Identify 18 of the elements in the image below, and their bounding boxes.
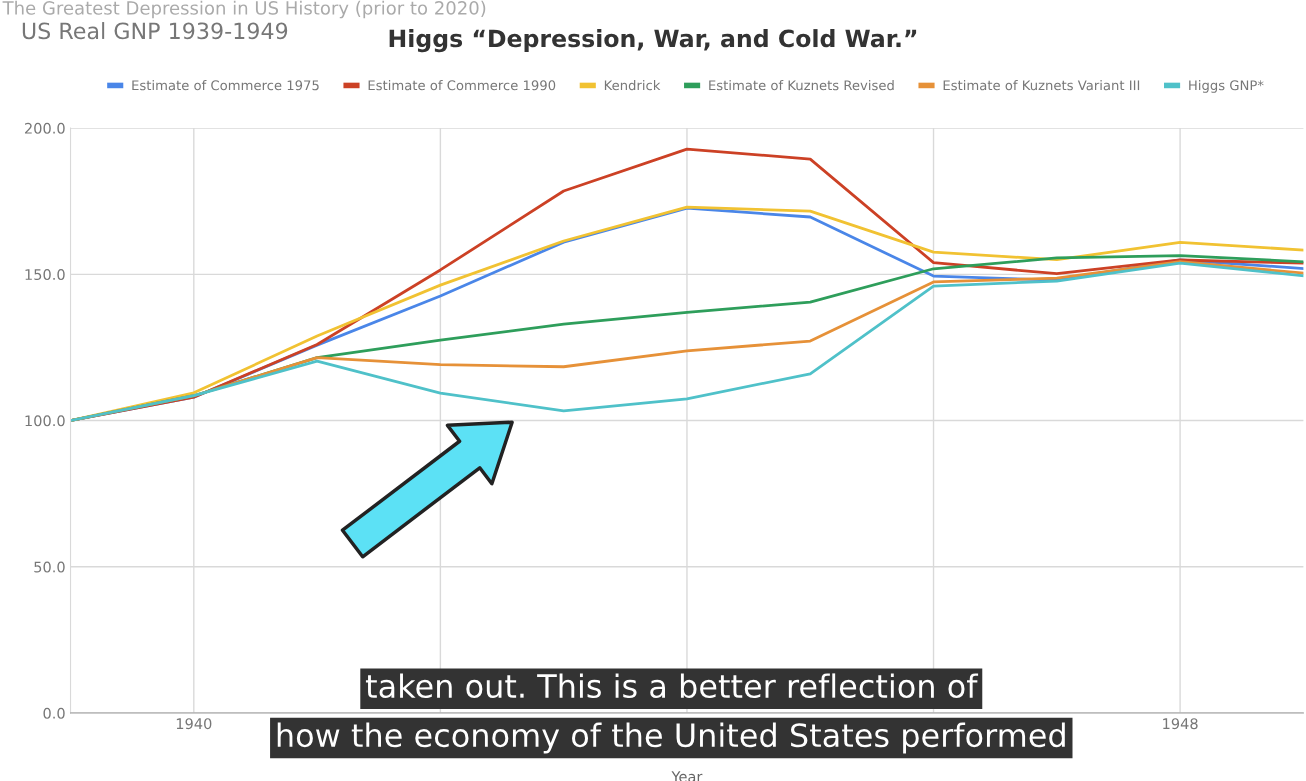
y-tick-label: 100.0 (25, 415, 65, 427)
y-tick-label: 0.0 (43, 707, 65, 719)
y-tick-label: 150.0 (25, 269, 65, 281)
annotation: taken out. This is a better reflection of (365, 673, 979, 699)
legend-label: Kendrick (604, 80, 661, 91)
x-tick-label: 1948 (1163, 718, 1198, 730)
x-tick-label: 1940 (176, 718, 212, 730)
legend-label: Estimate of Commerce 1975 (132, 80, 319, 91)
chart-title: US Real GNP 1939-1949 (22, 22, 288, 40)
text: how the economy of the United States performed (277, 722, 1065, 754)
legend-label: Estimate of Kuznets Revised (709, 80, 894, 91)
legend-label: Higgs GNP* (1189, 80, 1264, 93)
legend-label: Estimate of Kuznets Variant III (943, 80, 1140, 91)
legend-label: Estimate of Commerce 1990 (368, 80, 556, 91)
text: The Greatest Depression in US History (prior to 2020) (2, 0, 486, 19)
y-tick-label: 200.0 (24, 122, 65, 134)
y-tick-label: 50.0 (34, 561, 65, 573)
chart-subtitle: Higgs “Depression, War, and Cold War.” (389, 29, 917, 53)
